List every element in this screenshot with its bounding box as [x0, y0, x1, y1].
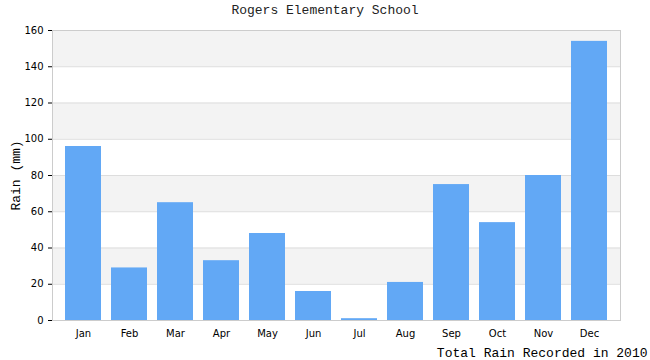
svg-text:60: 60: [31, 206, 44, 217]
svg-text:May: May: [257, 328, 278, 339]
svg-text:100: 100: [24, 133, 43, 144]
svg-text:Sep: Sep: [442, 328, 461, 339]
svg-text:Oct: Oct: [489, 328, 506, 339]
svg-text:140: 140: [24, 61, 43, 72]
svg-text:0: 0: [37, 315, 43, 326]
svg-text:120: 120: [24, 97, 43, 108]
svg-text:40: 40: [31, 242, 44, 253]
svg-text:Dec: Dec: [580, 328, 599, 339]
svg-text:Nov: Nov: [534, 328, 554, 339]
svg-text:160: 160: [24, 25, 43, 36]
svg-text:Aug: Aug: [396, 328, 416, 339]
svg-text:Jun: Jun: [305, 328, 322, 339]
svg-text:Apr: Apr: [213, 328, 231, 339]
svg-text:Jan: Jan: [75, 328, 91, 339]
svg-text:Jul: Jul: [352, 328, 365, 339]
html-text:Rogers Elementary School: Rogers Elementary School: [231, 3, 419, 18]
svg-text:Mar: Mar: [166, 328, 186, 339]
svg-text:Feb: Feb: [121, 328, 139, 339]
svg-text:Total Rain Recorded in 2010: Total Rain Recorded in 2010: [437, 346, 648, 360]
svg-text:20: 20: [31, 278, 44, 289]
svg-text:Rain (mm): Rain (mm): [9, 140, 24, 210]
svg-text:80: 80: [31, 170, 44, 181]
